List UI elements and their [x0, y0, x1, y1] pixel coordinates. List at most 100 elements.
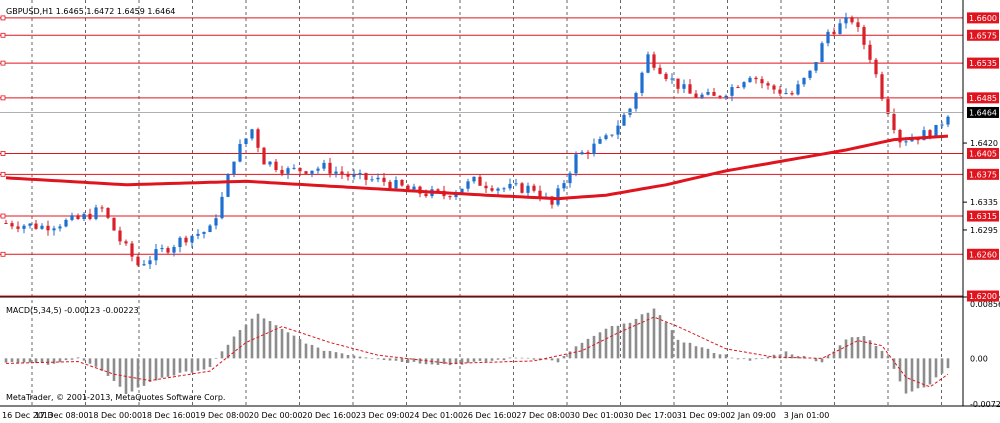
- time-tick-label: 2 Jan 09:00: [730, 411, 776, 420]
- macd-bar: [838, 345, 842, 359]
- candle-body: [154, 249, 158, 261]
- macd-bar: [850, 337, 854, 359]
- macd-bar: [844, 339, 848, 359]
- candle-body: [682, 84, 686, 89]
- candle-body: [184, 237, 188, 243]
- candle-body: [316, 168, 320, 171]
- macd-bar: [910, 358, 914, 392]
- time-tick-label: 18 Dec 00:00: [88, 411, 142, 420]
- macd-header: MACD(5,34,5) -0.00123 -0.00223: [6, 306, 139, 315]
- macd-bar: [16, 358, 20, 364]
- macd-bar: [82, 358, 86, 361]
- macd-bar: [358, 356, 362, 359]
- candle-body: [4, 223, 8, 224]
- macd-bar: [802, 355, 806, 359]
- macd-bar: [862, 336, 866, 359]
- macd-bar: [724, 354, 728, 359]
- price-tag-label: 1.6464: [969, 108, 997, 117]
- candle-body: [532, 185, 536, 191]
- candle-body: [178, 237, 182, 248]
- price-tick-label: 1.6335: [970, 198, 998, 207]
- candle-body: [556, 188, 560, 205]
- macd-bar: [64, 358, 68, 361]
- candle-body: [784, 93, 788, 95]
- macd-bar: [904, 358, 908, 394]
- macd-bar: [670, 330, 674, 359]
- candle-body: [166, 248, 170, 253]
- macd-bar: [118, 358, 122, 387]
- macd-bar: [868, 340, 872, 359]
- macd-bar: [748, 358, 752, 361]
- macd-bar: [712, 353, 716, 359]
- candle-body: [130, 243, 134, 257]
- macd-bar: [274, 325, 278, 359]
- macd-bar: [172, 358, 176, 376]
- macd-bar: [148, 358, 152, 382]
- candle-body: [760, 79, 764, 84]
- price-tag-box: [967, 106, 999, 118]
- candle-body: [460, 188, 464, 193]
- horizontal-levels: [0, 15, 963, 297]
- macd-bar: [706, 348, 710, 359]
- macd-bar: [628, 322, 632, 359]
- level-handle: [0, 171, 6, 177]
- candle-body: [472, 176, 476, 182]
- macd-bar: [622, 323, 626, 359]
- macd-bar: [58, 358, 62, 363]
- candle-body: [502, 188, 506, 190]
- candle-body: [526, 185, 530, 193]
- candle-body: [448, 196, 452, 198]
- candle-body: [700, 94, 704, 98]
- time-tick-label: 31 Dec 09:00: [677, 411, 731, 420]
- level-tag-label: 1.6575: [969, 31, 997, 40]
- candle-body: [112, 217, 116, 231]
- candle-body: [394, 180, 398, 189]
- candle-body: [496, 188, 500, 191]
- candle-body: [334, 171, 338, 174]
- candle-body: [592, 143, 596, 154]
- candle-body: [70, 215, 74, 220]
- macd-bar: [370, 358, 374, 359]
- candle-body: [352, 174, 356, 177]
- candle-body: [550, 196, 554, 205]
- candle-body: [754, 77, 758, 80]
- candle-body: [280, 169, 284, 174]
- macd-bar: [388, 358, 392, 361]
- candle-body: [904, 141, 908, 143]
- candle-body: [892, 114, 896, 131]
- macd-bar: [460, 358, 464, 365]
- macd-bar: [34, 358, 38, 364]
- macd-bar: [292, 335, 296, 359]
- candle-body: [652, 54, 656, 68]
- candle-body: [406, 185, 410, 190]
- macd-bar: [94, 358, 98, 367]
- candle-body: [214, 218, 218, 226]
- candle-body: [82, 213, 86, 220]
- level-tag-box: [967, 248, 999, 260]
- macd-bar: [448, 358, 452, 366]
- candle-body: [100, 207, 104, 209]
- macd-bar: [142, 358, 146, 386]
- time-tick-label: 27 Dec 08:00: [516, 411, 570, 420]
- candle-body: [520, 183, 524, 193]
- candle-body: [220, 196, 224, 219]
- macd-bar: [232, 336, 236, 359]
- candle-body: [928, 130, 932, 138]
- macd-bar: [352, 355, 356, 359]
- level-tag-label: 1.6200: [969, 292, 997, 301]
- candle-body: [802, 77, 806, 85]
- macd-bar: [772, 354, 776, 359]
- macd-bar: [166, 358, 170, 377]
- chart-header: GBPUSD,H1 1.6465 1.6472 1.6459 1.6464: [6, 7, 175, 16]
- candle-body: [880, 74, 884, 99]
- candle-body: [664, 73, 668, 79]
- price-tick-label: 1.6295: [970, 226, 998, 235]
- macd-bar: [790, 354, 794, 359]
- candle-body: [226, 174, 230, 197]
- candle-body: [940, 124, 944, 126]
- candle-body: [322, 162, 326, 169]
- candle-body: [256, 129, 260, 148]
- macd-bar: [394, 358, 398, 361]
- macd-bar: [874, 346, 878, 359]
- candle-body: [142, 264, 146, 266]
